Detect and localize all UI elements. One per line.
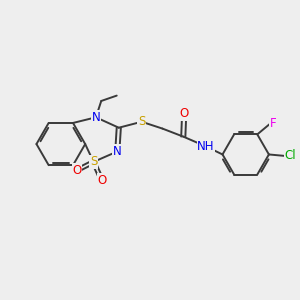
Text: Cl: Cl xyxy=(285,149,296,162)
Text: O: O xyxy=(73,164,82,177)
Text: N: N xyxy=(92,111,100,124)
Text: N: N xyxy=(113,145,122,158)
Text: S: S xyxy=(138,115,146,128)
Text: O: O xyxy=(97,174,106,187)
Text: NH: NH xyxy=(197,140,214,153)
Text: S: S xyxy=(90,155,97,168)
Text: O: O xyxy=(180,107,189,120)
Text: F: F xyxy=(269,118,276,130)
